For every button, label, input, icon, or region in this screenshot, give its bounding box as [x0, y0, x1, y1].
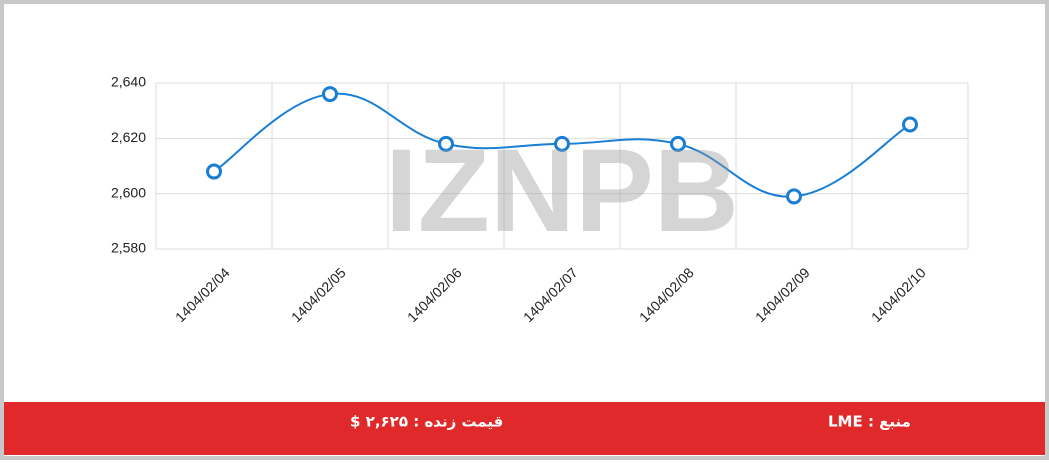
y-tick-label: 2,580 — [111, 240, 146, 256]
point — [322, 86, 338, 103]
point — [902, 116, 918, 133]
point — [786, 188, 802, 205]
point — [438, 135, 454, 152]
point — [206, 163, 222, 180]
panel — [4, 4, 1045, 456]
y-tick-label: 2,640 — [111, 74, 146, 90]
footer-bar — [4, 402, 1045, 455]
y-tick-label: 2,620 — [111, 129, 146, 145]
watermark: IZNPB — [385, 125, 739, 257]
point — [554, 135, 570, 152]
y-tick-label: 2,600 — [111, 184, 146, 200]
footer-source: منبع : LME — [828, 413, 911, 431]
point — [670, 135, 686, 152]
footer-price: قیمت زنده : ۲,۶۲۵ $ — [350, 413, 503, 431]
